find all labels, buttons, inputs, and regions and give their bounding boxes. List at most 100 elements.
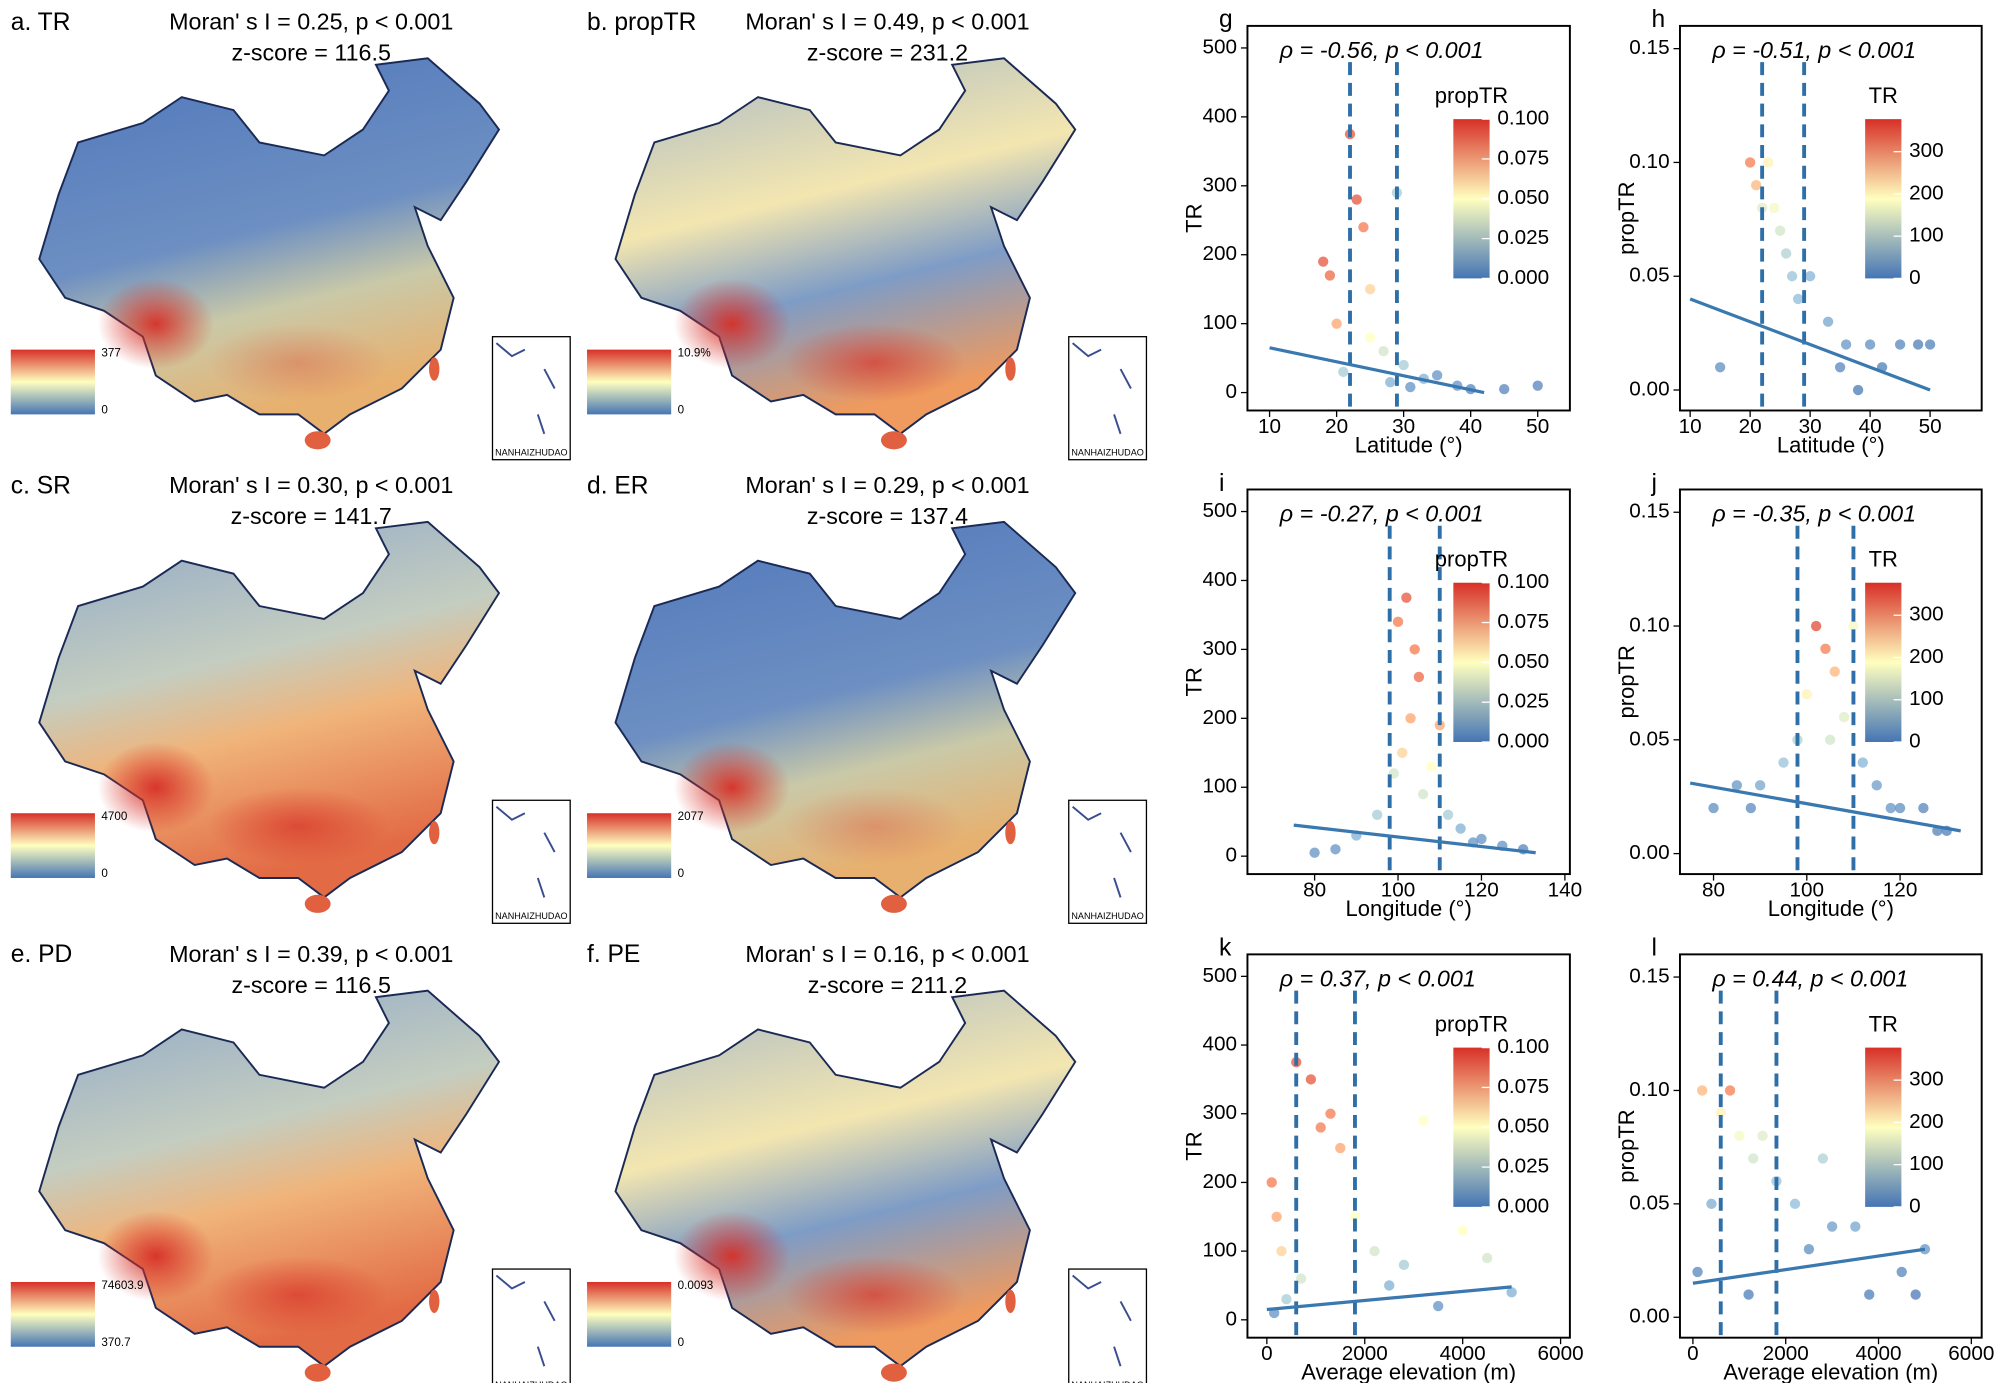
point <box>1434 720 1445 731</box>
point <box>1457 1225 1468 1236</box>
legend-ramp <box>587 349 672 415</box>
point <box>1401 592 1412 603</box>
plot-frame <box>1246 953 1571 1339</box>
colorbar-tick-label: 0 <box>1909 1194 1921 1217</box>
colorbar <box>1865 582 1902 743</box>
inset-label: NANHAIZHUDAO <box>495 911 567 921</box>
point <box>1692 1266 1703 1278</box>
point <box>1330 844 1341 855</box>
map-hotspot <box>673 1210 791 1302</box>
point <box>1804 271 1816 282</box>
inset-coast <box>495 806 556 898</box>
y-axis-label: propTR <box>1614 645 1639 718</box>
point <box>1405 713 1416 724</box>
point <box>1358 221 1369 233</box>
plot-frame <box>1678 488 1983 876</box>
y-axis-label: TR <box>1181 667 1206 696</box>
hainan <box>880 431 907 450</box>
colorbar-tick-label: 0 <box>1909 266 1921 289</box>
y-tick-label: 0.15 <box>1629 36 1669 59</box>
y-tick-label: 0.05 <box>1629 1191 1669 1214</box>
legend-max: 0.0093 <box>678 1279 714 1292</box>
panel-label: a. TR <box>11 9 71 36</box>
colorbar-title: TR <box>1869 83 1898 108</box>
colorbar-tick-label: 300 <box>1909 139 1944 162</box>
panel-label: l <box>1651 935 1656 962</box>
y-tick-label: 300 <box>1203 637 1238 660</box>
point <box>1912 339 1924 350</box>
point <box>1826 1221 1838 1232</box>
point <box>1774 225 1786 236</box>
point <box>1532 380 1543 391</box>
inset-label: NANHAIZHUDAO <box>495 1380 567 1383</box>
point <box>1398 359 1409 371</box>
x-axis-label: Longitude (°) <box>1346 896 1472 921</box>
colorbar-title: propTR <box>1435 1011 1508 1036</box>
legend-max: 377 <box>101 347 120 360</box>
point <box>1820 643 1831 654</box>
x-tick-label: 10 <box>1258 415 1281 438</box>
y-tick-label: 100 <box>1203 1239 1238 1262</box>
y-tick-label: 200 <box>1203 706 1238 729</box>
y-tick-label: 300 <box>1203 1101 1238 1124</box>
map-hotspot <box>783 1256 966 1334</box>
point <box>1305 1074 1317 1085</box>
point <box>1455 823 1466 834</box>
colorbar-tick-label: 300 <box>1909 1068 1944 1091</box>
hainan <box>880 894 907 913</box>
y-axis-label: propTR <box>1614 1109 1639 1182</box>
plot-frame <box>1246 24 1571 412</box>
fit-line <box>1689 297 1931 392</box>
panel-label: j <box>1650 470 1656 497</box>
y-tick-label: 300 <box>1203 173 1238 196</box>
point <box>1409 644 1420 655</box>
moran-stat: Moran' s I = 0.49, p < 0.001 <box>745 8 1029 34</box>
panel-label: b. propTR <box>587 9 696 36</box>
fit-line <box>1266 1285 1512 1312</box>
legend-ramp <box>10 349 95 415</box>
y-tick-label: 0.15 <box>1629 965 1669 988</box>
point <box>1418 1115 1429 1126</box>
legend-ramp <box>10 1281 95 1347</box>
x-tick-label: 100 <box>1381 878 1416 901</box>
point <box>1697 1085 1708 1096</box>
point <box>1810 620 1822 632</box>
colorbar-title: propTR <box>1435 547 1508 572</box>
point <box>1864 1289 1875 1300</box>
point <box>1442 809 1454 820</box>
point <box>1750 180 1762 191</box>
hainan <box>880 1363 907 1382</box>
map-hotspot <box>783 323 966 402</box>
point <box>1768 202 1780 214</box>
point <box>1786 271 1798 282</box>
point <box>1271 1211 1282 1222</box>
x-tick-label: 140 <box>1548 878 1583 901</box>
x-tick-label: 50 <box>1526 415 1549 438</box>
point <box>1748 1153 1759 1164</box>
colorbar-tick-label: 0.000 <box>1497 729 1549 752</box>
y-tick-label: 400 <box>1203 1033 1238 1056</box>
legend-max: 74603.9 <box>101 1279 143 1292</box>
point <box>1852 384 1864 396</box>
legend-min: 0 <box>678 867 685 880</box>
point <box>1397 747 1408 758</box>
point <box>1848 620 1859 632</box>
inset-frame <box>1068 799 1148 924</box>
colorbar-tick-label: 200 <box>1909 1110 1944 1133</box>
colorbar-tick-label: 0.075 <box>1497 1075 1549 1098</box>
hainan <box>304 1363 331 1382</box>
point <box>1266 1177 1277 1188</box>
legend-max: 10.9% <box>678 347 711 360</box>
x-tick-label: 20 <box>1325 415 1348 438</box>
z-score: z-score = 231.2 <box>807 40 968 66</box>
point <box>1325 1108 1336 1119</box>
x-tick-label: 4000 <box>1855 1342 1901 1365</box>
x-tick-label: 80 <box>1702 878 1725 901</box>
y-tick-label: 0.10 <box>1629 150 1669 173</box>
point <box>1506 1287 1517 1298</box>
y-tick-label: 500 <box>1203 964 1238 987</box>
point <box>1803 1244 1815 1255</box>
point <box>1924 339 1936 350</box>
x-tick-label: 80 <box>1303 878 1326 901</box>
